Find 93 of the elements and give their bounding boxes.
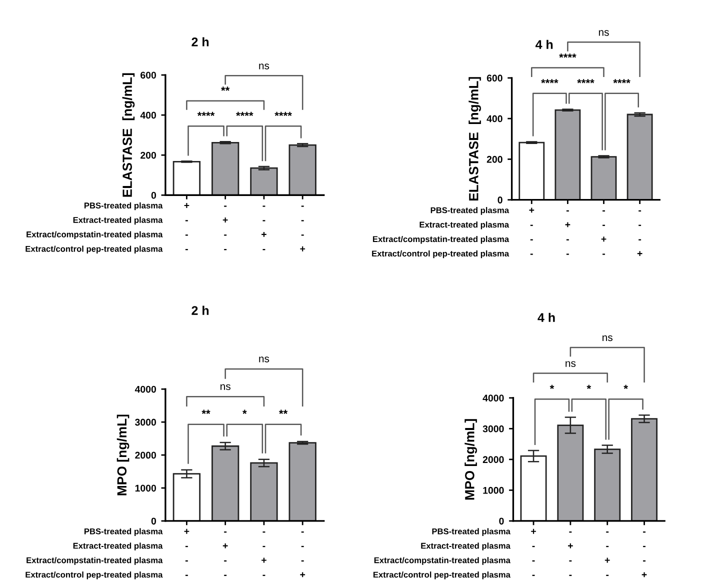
text: Extract/compstatin-treated plasma bbox=[374, 557, 510, 565]
category-label: - - - + bbox=[300, 531, 306, 578]
category-label: + - - - bbox=[531, 528, 536, 576]
bar bbox=[631, 418, 658, 521]
category-label: - + - - bbox=[222, 531, 228, 576]
bar bbox=[250, 167, 278, 196]
text: ns bbox=[598, 30, 609, 36]
text: * bbox=[550, 384, 554, 389]
annotation: **** bbox=[577, 79, 594, 84]
y-tick-label: 2000 bbox=[135, 452, 156, 459]
annotation: **** bbox=[541, 79, 558, 84]
text: ns bbox=[602, 335, 612, 342]
category-label: - - - + bbox=[642, 531, 647, 578]
y-tick-label: 1000 bbox=[483, 486, 504, 494]
category-label: - - - + bbox=[300, 206, 306, 252]
text: Extract-treated plasma bbox=[421, 542, 510, 550]
text: Extract-treated plasma bbox=[73, 216, 163, 225]
bar bbox=[590, 156, 617, 200]
chart-title: 4 h bbox=[538, 312, 555, 322]
text: * bbox=[624, 384, 628, 389]
category-label: - - + - bbox=[604, 531, 610, 576]
category-label: - + - - bbox=[568, 531, 573, 576]
category-label: - - + - bbox=[262, 531, 266, 576]
y-tick-label: 400 bbox=[486, 115, 502, 122]
bar bbox=[594, 448, 621, 521]
y-tick-label: 4000 bbox=[134, 386, 156, 393]
text: PBS-treated plasma bbox=[430, 207, 510, 215]
y-axis-title: ELASTASE [ng/mL] bbox=[468, 77, 482, 201]
y-tick-label: 4000 bbox=[482, 394, 504, 402]
bar bbox=[211, 142, 240, 196]
text: ns bbox=[566, 361, 576, 367]
category-label: + - - - bbox=[184, 528, 190, 576]
annotation: **** bbox=[197, 112, 215, 116]
annotation: ns bbox=[220, 384, 230, 390]
category-label: - - - + bbox=[637, 210, 642, 256]
bar bbox=[250, 462, 278, 521]
y-tick-label: 0 bbox=[498, 196, 502, 204]
annotation: ** bbox=[278, 410, 288, 414]
y-tick-label: 600 bbox=[486, 74, 502, 82]
category-label: - - + - bbox=[601, 210, 606, 255]
bar bbox=[626, 114, 653, 200]
text: Extract/compstatin-treated plasma bbox=[372, 236, 510, 244]
text: Extract-treated plasma bbox=[73, 542, 163, 550]
bar bbox=[211, 445, 240, 521]
chart-title: 4 h bbox=[535, 40, 553, 49]
bar bbox=[518, 142, 545, 200]
text: Extract/control pep-treated plasma bbox=[26, 572, 163, 580]
annotation: ** bbox=[221, 86, 230, 91]
text: Extract-treated plasma bbox=[420, 221, 510, 230]
bar bbox=[288, 144, 316, 196]
text: Extract/control pep-treated plasma bbox=[373, 572, 510, 580]
annotation: **** bbox=[613, 79, 630, 84]
bar bbox=[172, 473, 201, 521]
text: **** bbox=[559, 54, 576, 58]
annotation: **** bbox=[274, 112, 292, 116]
text: PBS-treated plasma bbox=[84, 528, 163, 536]
y-tick-label: 0 bbox=[151, 192, 156, 199]
y-tick-label: 3000 bbox=[135, 418, 156, 426]
text: PBS-treated plasma bbox=[84, 202, 163, 210]
y-tick-label: 0 bbox=[151, 518, 156, 525]
y-tick-label: 600 bbox=[140, 72, 156, 79]
bar bbox=[520, 455, 547, 521]
y-tick-label: 2000 bbox=[482, 456, 504, 464]
text: Extract/control pep-treated plasma bbox=[26, 246, 163, 254]
chart-title: 2 h bbox=[192, 306, 209, 315]
y-tick-label: 1000 bbox=[135, 484, 156, 492]
text: Extract/compstatin-treated plasma bbox=[26, 231, 163, 240]
text: Extract/compstatin-treated plasma bbox=[26, 557, 163, 565]
chart-title: 2 h bbox=[192, 37, 209, 46]
annotation: * bbox=[242, 410, 247, 414]
category-label: + - - - bbox=[529, 208, 534, 255]
text: Extract/control pep-treated plasma bbox=[372, 250, 510, 258]
text: ns bbox=[259, 356, 270, 362]
y-tick-label: 3000 bbox=[482, 425, 504, 432]
bar bbox=[288, 442, 316, 521]
text: ns bbox=[259, 64, 270, 70]
annotation: **** bbox=[236, 112, 254, 116]
y-tick-label: 400 bbox=[140, 112, 156, 119]
y-tick-label: 200 bbox=[486, 156, 502, 163]
bar bbox=[172, 161, 201, 196]
bar bbox=[554, 109, 581, 200]
y-axis-title: MPO [ng/mL] bbox=[116, 414, 130, 496]
y-axis-title: ELASTASE [ng/mL] bbox=[122, 73, 135, 197]
text: PBS-treated plasma bbox=[432, 528, 510, 536]
category-label: + - - - bbox=[184, 203, 190, 250]
y-tick-label: 200 bbox=[140, 152, 156, 159]
text: * bbox=[586, 384, 592, 389]
category-label: - + - - bbox=[222, 206, 228, 250]
y-tick-label: 0 bbox=[499, 518, 504, 525]
category-label: - + - - bbox=[565, 210, 570, 255]
annotation: ** bbox=[202, 410, 210, 414]
category-label: - - + - bbox=[262, 206, 266, 250]
y-axis-title: MPO [ng/mL] bbox=[464, 419, 478, 500]
